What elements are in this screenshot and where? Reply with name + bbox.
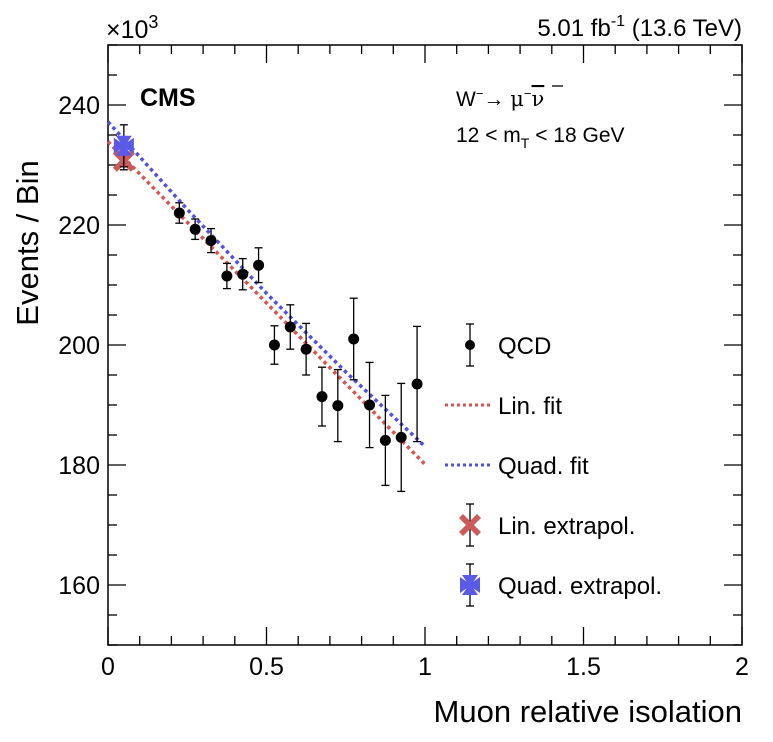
qcd-data-point [253,259,265,271]
qcd-data-point [395,431,407,443]
qcd-data-point [300,343,312,355]
qcd-data-point [316,391,328,403]
qcd-data-point [284,321,296,333]
y-multiplier-base: ×10 [106,16,148,44]
qcd-data-point [348,333,360,345]
fit-lines [106,120,427,466]
qcd-data-point [237,268,249,280]
y-tick-label: 160 [58,572,100,600]
legend-label: QCD [498,333,551,360]
legend-quadratic-extrapolation-marker [460,575,480,595]
x-tick-label: 1.5 [566,653,601,681]
quadratic-extrapolation-marker [113,135,134,156]
qcd-data-point [379,434,391,446]
legend-label: Quad. fit [498,453,589,480]
y-multiplier-exponent: 3 [148,12,158,32]
y-tick-label: 180 [58,452,100,480]
qcd-data-point [173,207,185,219]
quadratic-fit-line [106,120,427,448]
qcd-data-point [332,400,344,412]
muon: μ [510,87,524,111]
legend-label: Quad. extrapol. [498,573,662,600]
axis-tick-labels: 0 0.5 1 1.5 2 160 180 200 220 240 [58,92,749,681]
y-axis-title: Events / Bin [10,160,45,325]
legend-entry: Lin. fit [445,393,562,420]
linear-fit-line [106,140,427,466]
lumi-value: 5.01 fb [537,15,610,42]
legend: QCD Lin. fit Quad. fit Lin. extrapol. Quad. … [445,323,662,607]
qcd-data-point [205,235,217,247]
legend-label: Lin. extrapol. [498,513,635,540]
muon-charge: − [524,86,532,101]
y-multiplier: ×103 [106,12,158,44]
cms-label: CMS [140,84,196,112]
arrow: → [483,88,510,111]
mt-sub: T [521,135,530,151]
w-charge: − [476,86,484,101]
plot-frame [107,44,743,646]
lumi-energy: (13.6 TeV) [625,15,742,42]
x-axis-title: Muon relative isolation [434,694,742,729]
qcd-data-point [268,339,280,351]
mt-pre: 12 < m [456,124,521,147]
legend-entry: Quad. extrapol. [460,563,662,607]
x-tick-label: 0 [101,653,115,681]
y-tick-label: 240 [58,92,100,120]
y-tick-label: 200 [58,332,100,360]
legend-linear-extrapolation-marker [459,514,481,536]
legend-entry: QCD [465,323,551,367]
mt-post: < 18 GeV [529,124,624,147]
axis-ticks [107,44,743,646]
qcd-data-point [364,399,376,411]
legend-qcd-marker [465,340,475,350]
legend-entry: Lin. extrapol. [459,503,635,547]
antineutrino: ν [532,87,545,111]
legend-entry: Quad. fit [445,453,589,480]
qcd-data-point [189,223,201,235]
luminosity-label: 5.01 fb-1 (13.6 TeV) [537,13,742,42]
qcd-data-point [411,378,423,390]
data-points [112,124,423,493]
y-tick-label: 220 [58,212,100,240]
legend-label: Lin. fit [498,393,562,420]
mt-range-label: 12 < mT < 18 GeV [456,124,625,151]
x-tick-label: 0.5 [249,653,284,681]
process-label: W−→ μ−ν [456,86,544,111]
x-tick-label: 1 [418,653,432,681]
w-boson: W [456,88,476,111]
x-tick-label: 2 [735,653,749,681]
plot-border [107,44,743,646]
qcd-data-point [221,270,233,282]
lumi-exponent: -1 [611,13,625,30]
